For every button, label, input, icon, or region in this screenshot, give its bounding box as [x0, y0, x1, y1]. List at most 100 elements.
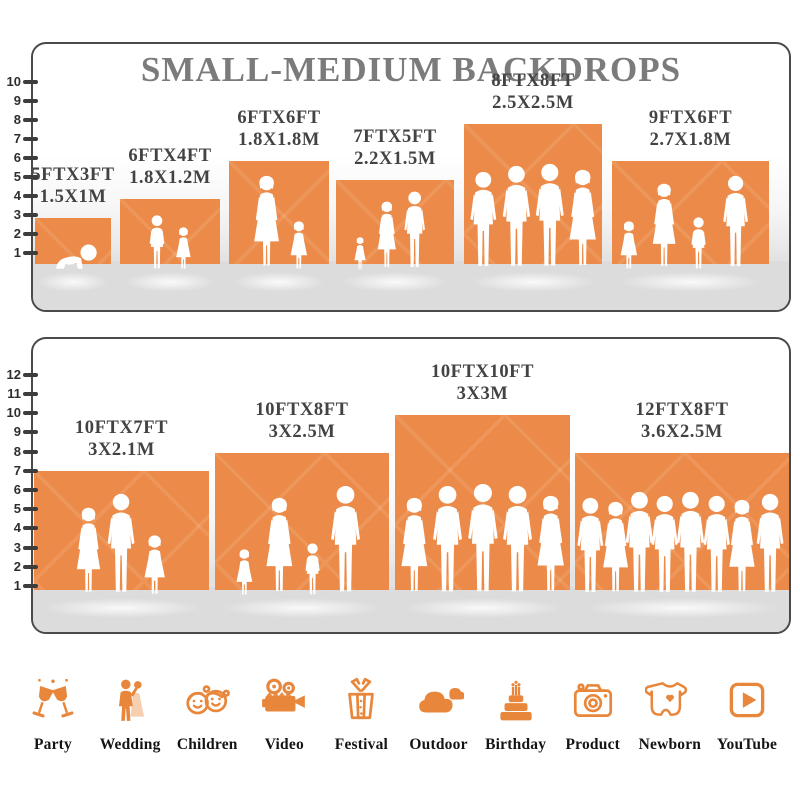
axis-tick-label: 9: [13, 424, 21, 440]
axis-tick: 12: [0, 366, 38, 382]
axis-tick-label: 7: [13, 462, 21, 478]
axis-tick-label: 10: [6, 405, 21, 421]
person-man-silhouette: [718, 175, 753, 271]
axis-tick-label: 6: [13, 482, 21, 498]
person-woman-silhouette: [374, 201, 400, 271]
party-icon: [28, 675, 78, 725]
size-m-text: 2.7X1.8M: [649, 130, 732, 151]
axis-tick: 8: [0, 443, 38, 459]
size-ft-text: 12FTX8FT: [635, 400, 729, 421]
backdrop-size-label: 9FTX6FT 2.7X1.8M: [649, 108, 732, 152]
axis-tick-label: 2: [13, 225, 21, 241]
person-man-silhouette: [751, 493, 789, 597]
backdrop-block-8ftx8ft: [464, 124, 602, 292]
axis-tick: 9: [0, 94, 38, 108]
axis-tick-dash: [23, 231, 38, 236]
axis-tick: 5: [0, 169, 38, 184]
axis-tick-label: 7: [13, 131, 21, 147]
size-ft-text: 10FTX10FT: [430, 362, 535, 383]
axis-tick: 8: [0, 113, 38, 127]
axis-tick-label: 4: [13, 187, 21, 203]
backdrop-size-label: 5FTX3FT 1.5X1M: [31, 165, 115, 209]
person-woman-silhouette: [261, 497, 298, 597]
size-m-text: 3X3M: [456, 384, 509, 405]
axis-tick-dash: [23, 564, 38, 569]
backdrop-block-7ftx5ft: [336, 180, 454, 292]
person-boy-silhouette: [687, 217, 710, 271]
youtube-icon: [722, 675, 772, 725]
axis-tick-dash: [23, 193, 38, 198]
axis-tick-dash: [23, 372, 38, 377]
axis-tick-label: 12: [6, 366, 21, 382]
size-m-text: 1.5X1M: [39, 187, 107, 208]
person-boy-silhouette: [145, 215, 169, 271]
newborn-icon: [645, 675, 695, 725]
category-newborn: Newborn: [635, 675, 705, 754]
backdrop-block-12ftx8ft: [575, 453, 789, 618]
size-ft-text: 10FTX8FT: [255, 400, 349, 421]
axis-tick: 10: [0, 406, 38, 420]
birthday-icon: [491, 675, 541, 725]
category-label: Outdoor: [409, 736, 468, 753]
axis-tick-dash: [23, 392, 38, 397]
backdrop-size-label: 6FTX6FT 1.8X1.8M: [237, 108, 320, 152]
size-ft-text: 5FTX3FT: [31, 165, 115, 186]
person-man-silhouette: [102, 493, 140, 597]
axis-tick: 7: [0, 462, 38, 478]
size-ft-text: 7FTX5FT: [353, 127, 437, 148]
person-woman-silhouette: [72, 507, 105, 597]
axis-tick-label: 3: [13, 539, 21, 555]
backdrop-block-10ftx8ft: [215, 453, 389, 618]
axis-tick-dash: [23, 118, 38, 123]
axis-tick-label: 1: [13, 578, 21, 594]
festival-icon: [336, 675, 386, 725]
category-children: Children: [172, 675, 242, 754]
category-festival: Festival: [326, 675, 396, 754]
axis-tick-dash: [23, 80, 38, 85]
axis-tick-dash: [23, 156, 38, 161]
axis-tick: 5: [0, 502, 38, 516]
backdrop-size-label: 6FTX4FT 1.8X1.2M: [128, 146, 211, 190]
axis-tick: 3: [0, 207, 38, 222]
axis-tick-dash: [23, 488, 38, 493]
person-woman-silhouette: [564, 169, 601, 271]
person-woman-silhouette: [532, 495, 569, 597]
size-m-text: 1.8X1.8M: [238, 130, 320, 151]
axis-tick: 1: [0, 579, 38, 593]
size-m-text: 3X2.1M: [88, 440, 155, 461]
axis-tick-dash: [23, 449, 38, 454]
axis-tick-label: 2: [13, 558, 21, 574]
page-title: SMALL-MEDIUM BACKDROPS: [140, 50, 682, 89]
category-label: Video: [264, 736, 304, 753]
axis-tick-dash: [23, 174, 38, 179]
axis-tick: 6: [0, 483, 38, 497]
axis-tick: 2: [0, 225, 38, 241]
category-birthday: Birthday: [481, 675, 551, 754]
category-party: Party: [18, 675, 88, 754]
person-woman-silhouette: [648, 183, 680, 271]
outdoor-icon: [414, 675, 464, 725]
axis-tick: 2: [0, 558, 38, 574]
category-label: Birthday: [485, 736, 547, 753]
video-icon: [259, 675, 309, 725]
axis-tick-label: 1: [13, 244, 21, 260]
backdrop-block-6ftx6ft: [229, 161, 329, 292]
axis-tick-label: 8: [13, 112, 21, 128]
axis-tick: 7: [0, 132, 38, 146]
children-icon: [182, 675, 232, 725]
size-ft-text: 10FTX7FT: [74, 418, 169, 439]
axis-tick-dash: [23, 584, 38, 589]
person-girl-silhouette: [352, 237, 368, 271]
category-label: Party: [33, 736, 72, 753]
axis-tick-dash: [23, 99, 38, 104]
backdrop-size-label: 8FTX8FT 2.5X2.5M: [491, 71, 574, 115]
axis-tick-label: 8: [13, 443, 21, 459]
category-product: Product: [558, 675, 628, 754]
axis-tick: 10: [0, 75, 38, 89]
category-video: Video: [249, 675, 319, 754]
person-girl-silhouette: [287, 221, 311, 271]
axis-tick: 9: [0, 425, 38, 439]
category-icons-row: Party Wedding Children Video Festival Outdoor…: [18, 658, 782, 754]
size-ft-text: 6FTX6FT: [237, 108, 321, 129]
